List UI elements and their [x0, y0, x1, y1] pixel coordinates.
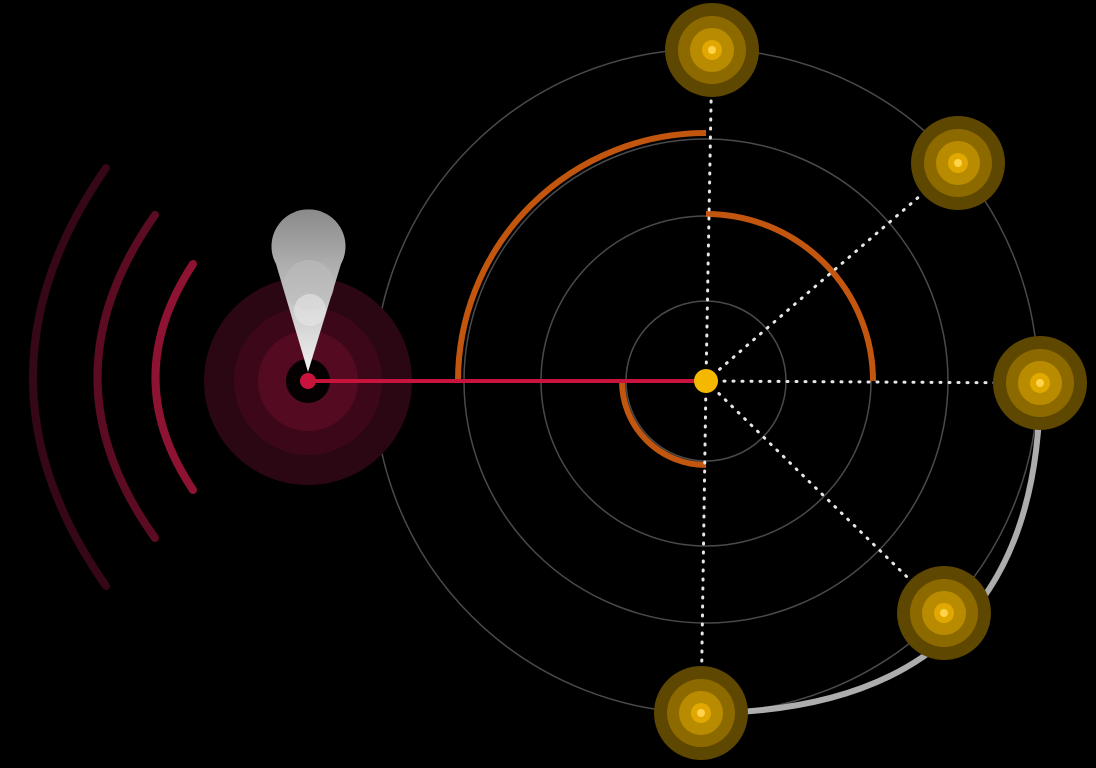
location-pin-icon — [271, 209, 346, 372]
hub-dot — [694, 369, 718, 393]
signal-waves — [29, 164, 197, 590]
spokes — [699, 48, 1042, 715]
node-right — [993, 336, 1087, 430]
node-top — [665, 3, 759, 97]
spoke-lower-right — [704, 379, 946, 615]
nodes — [654, 3, 1087, 760]
spoke-bottom — [699, 379, 708, 715]
orange-arc-medium — [705, 211, 876, 382]
pin-highlight-inner — [294, 294, 326, 326]
orange-arc-large — [455, 130, 707, 382]
pin-highlight — [284, 260, 334, 310]
signal-wave-inner — [151, 260, 197, 494]
signal-wave-middle — [93, 211, 159, 542]
signal-wave-outer — [29, 164, 110, 590]
node-lower-right — [897, 566, 991, 660]
spoke-upper-right — [704, 161, 960, 383]
spoke-top — [704, 48, 714, 383]
orange-arc-small — [619, 380, 707, 468]
origin-dot — [300, 373, 316, 389]
spoke-right — [704, 379, 1042, 385]
node-upper-right — [911, 116, 1005, 210]
connector-arc — [700, 382, 1043, 716]
node-bottom — [654, 666, 748, 760]
orange-arcs — [455, 130, 876, 468]
